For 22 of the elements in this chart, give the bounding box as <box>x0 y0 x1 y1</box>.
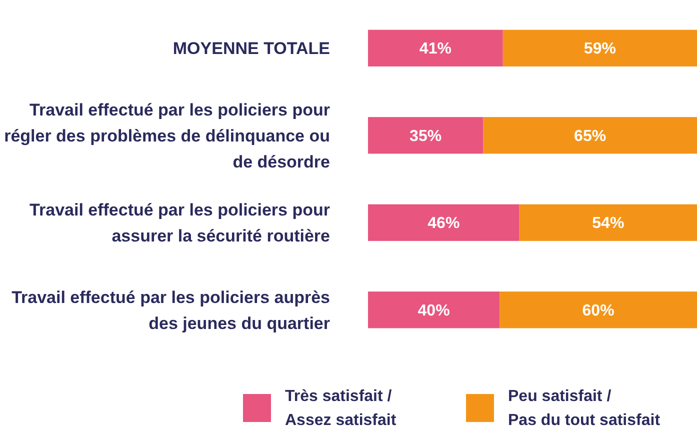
bar <box>368 204 520 241</box>
data-label: 41% <box>419 40 452 58</box>
y-tick-label: Travail effectué par les policiers pour régler des problèmes de délinquance ou de désordre <box>4 100 330 172</box>
legend-label: Peu satisfait / Pas du tout satisfait <box>508 388 661 429</box>
bar <box>368 292 500 328</box>
data-label: 60% <box>582 302 614 320</box>
bar <box>500 292 697 328</box>
y-tick-label: Travail effectué par les policiers pour assurer la sécurité routière <box>30 200 330 246</box>
bar <box>502 30 697 66</box>
y-tick-label: MOYENNE TOTALE <box>172 39 330 58</box>
data-label: 65% <box>574 128 606 145</box>
y-tick-label: Travail effectué par les policiers auprès des jeunes du quartier <box>12 288 330 333</box>
data-label: 54% <box>592 215 624 232</box>
data-label: 35% <box>410 128 442 145</box>
data-label: 59% <box>584 40 616 58</box>
legend-label: Très satisfait / Assez satisfait <box>285 388 397 429</box>
bar <box>519 204 697 241</box>
data-label: 46% <box>428 215 460 232</box>
bar <box>483 117 697 154</box>
bar <box>368 117 484 154</box>
data-label: 40% <box>418 302 450 320</box>
bar <box>368 30 503 66</box>
